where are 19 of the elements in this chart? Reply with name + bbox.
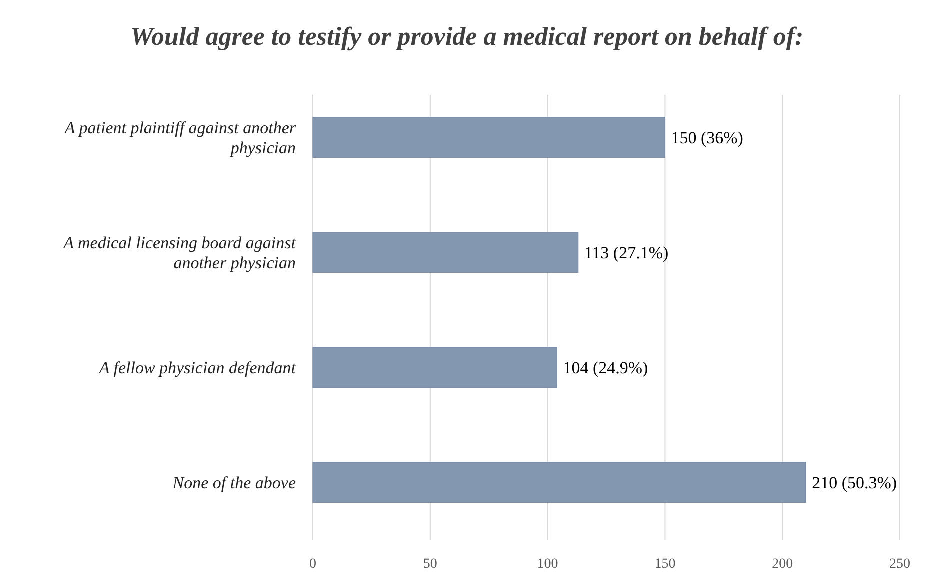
x-tick-label: 250 — [890, 557, 910, 572]
y-tick-label: A medical licensing board against another physician — [62, 233, 298, 272]
x-tick-label: 150 — [654, 557, 676, 572]
x-tick-label: 0 — [310, 557, 316, 572]
x-tick-label: 100 — [537, 557, 558, 572]
bar — [312, 347, 558, 388]
y-tick-label: A fellow physician defendant — [98, 358, 298, 378]
data-label: 210 (50.3%) — [812, 473, 898, 492]
bar — [312, 462, 806, 503]
data-label: 104 (24.9%) — [563, 358, 648, 378]
chart-title: Would agree to testify or provide a medical report on behalf of: — [130, 22, 804, 51]
data-label: 113 (27.1%) — [584, 243, 669, 262]
y-tick-label: None of the above — [172, 473, 296, 492]
y-tick-label: A patient plaintiff against another physician — [64, 118, 296, 158]
bar — [312, 232, 579, 273]
x-tick-label: 200 — [772, 557, 794, 572]
data-label: 150 (36%) — [671, 128, 744, 148]
x-tick-label: 50 — [423, 557, 438, 572]
bar — [312, 117, 666, 158]
